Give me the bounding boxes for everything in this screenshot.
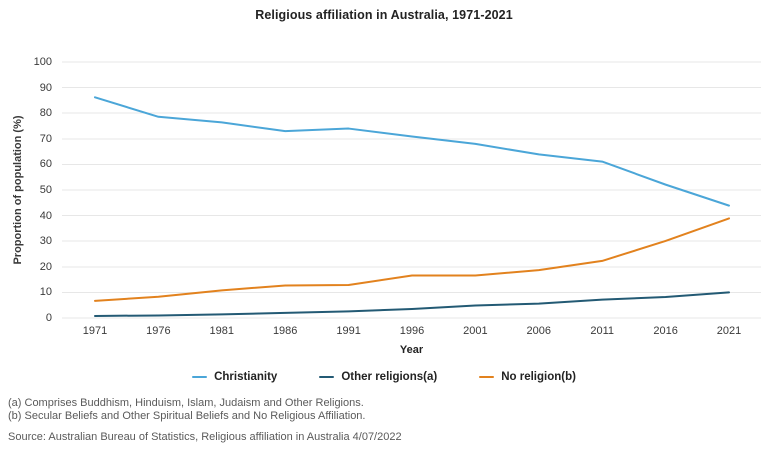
y-tick-label: 70 (39, 132, 52, 145)
x-tick-label: 1986 (272, 325, 298, 337)
y-tick-label: 50 (39, 184, 52, 196)
x-tick-label: 1996 (399, 325, 425, 337)
y-tick-label: 60 (39, 158, 52, 171)
y-tick-label: 40 (39, 209, 52, 222)
x-tick-label: 1971 (82, 325, 108, 337)
x-tick-label: 1976 (146, 325, 171, 337)
legend-label: No religion(b) (501, 371, 576, 383)
legend: Christianity Other religions(a) No religio… (0, 371, 768, 383)
plot-area (62, 61, 761, 319)
y-tick-label: 90 (39, 81, 52, 94)
legend-item-christianity: Christianity (192, 371, 277, 383)
x-tick-label: 2011 (590, 325, 615, 337)
footnotes: (a) Comprises Buddhism, Hinduism, Islam,… (8, 397, 365, 423)
x-axis-title: Year (399, 344, 424, 356)
series-line-other-religions-a (94, 291, 730, 317)
x-tick-label: 2021 (716, 325, 742, 337)
y-tick-label: 30 (39, 235, 52, 248)
y-tick-label: 100 (33, 56, 52, 68)
legend-swatch (479, 376, 495, 378)
x-tick-label: 1991 (336, 325, 361, 337)
y-tick-label: 10 (39, 286, 52, 299)
footnote-a: (a) Comprises Buddhism, Hinduism, Islam,… (8, 397, 364, 409)
series-line-no-religion-b (94, 217, 730, 302)
x-tick-label: 1981 (209, 325, 235, 337)
legend-label: Other religions(a) (341, 371, 438, 383)
y-tick-label: 0 (45, 312, 52, 324)
legend-swatch (319, 376, 335, 378)
series-line-christianity (94, 96, 730, 207)
legend-item-other-religions-a: Other religions(a) (319, 371, 437, 383)
legend-item-no-religion-b: No religion(b) (479, 371, 576, 383)
legend-swatch (192, 376, 208, 378)
chart-title: Religious affiliation in Australia, 1971… (255, 8, 513, 22)
footnote-b: (b) Secular Beliefs and Other Spiritual … (8, 410, 366, 422)
y-tick-label: 20 (39, 260, 52, 273)
x-tick-label: 2001 (463, 325, 488, 337)
legend-label: Christianity (214, 371, 278, 383)
x-tick-label: 2006 (526, 325, 552, 337)
source-attribution: Source: Australian Bureau of Statistics,… (8, 431, 402, 443)
y-tick-label: 80 (39, 107, 52, 120)
x-tick-label: 2016 (653, 325, 678, 337)
